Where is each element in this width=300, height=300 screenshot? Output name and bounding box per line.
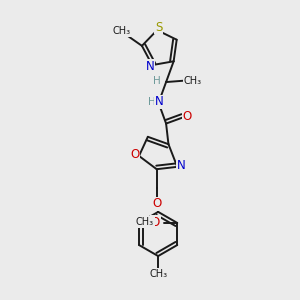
Text: O: O: [151, 215, 160, 229]
Text: N: N: [177, 159, 186, 172]
Text: H: H: [153, 76, 160, 85]
Text: N: N: [146, 60, 154, 73]
Text: O: O: [130, 148, 139, 161]
Text: S: S: [155, 21, 162, 34]
Text: CH₃: CH₃: [136, 217, 154, 227]
Text: O: O: [182, 110, 192, 123]
Text: CH₃: CH₃: [184, 76, 202, 85]
Text: N: N: [155, 95, 164, 108]
Text: H: H: [148, 97, 156, 107]
Text: CH₃: CH₃: [149, 269, 167, 279]
Text: CH₃: CH₃: [112, 26, 130, 36]
Text: O: O: [152, 197, 161, 210]
